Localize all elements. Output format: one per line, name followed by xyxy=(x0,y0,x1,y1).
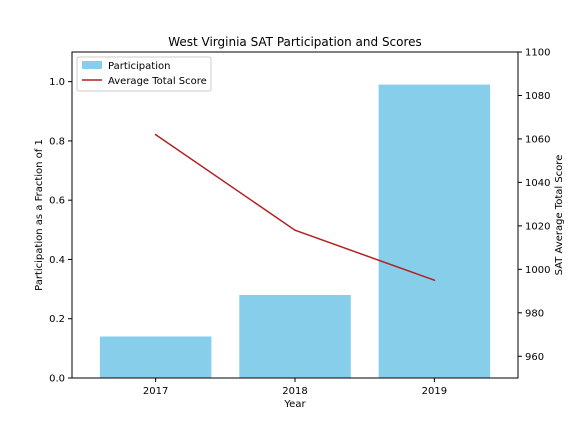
y2-tick-label-1080: 1080 xyxy=(525,91,550,102)
y2-tick-label-1100: 1100 xyxy=(525,48,550,59)
y-axis-right: 960 980 1000 1020 1040 1060 1080 1100 xyxy=(518,48,550,363)
legend-label-score: Average Total Score xyxy=(108,76,207,87)
bars-layer xyxy=(99,84,491,378)
legend-frame xyxy=(76,56,212,92)
y-tick-label-0.4: 0.4 xyxy=(49,255,65,266)
x-tick-label-2018: 2018 xyxy=(282,386,307,397)
y2-tick-label-1060: 1060 xyxy=(525,134,550,145)
y2-tick-label-1000: 1000 xyxy=(525,265,550,276)
line-layer xyxy=(154,133,436,282)
y2-tick-label-960: 960 xyxy=(525,352,544,363)
x-tick-label-2017: 2017 xyxy=(143,386,168,397)
x-axis: 2017 2018 2019 xyxy=(143,378,447,397)
y-tick-label-1.0: 1.0 xyxy=(49,77,65,88)
score-point-2019 xyxy=(433,279,436,282)
y2-tick-label-1040: 1040 xyxy=(525,178,550,189)
y2-tick-label-980: 980 xyxy=(525,308,544,319)
x-axis-label: Year xyxy=(283,399,306,410)
y2-tick-label-1020: 1020 xyxy=(525,221,550,232)
y-axis-label: Participation as a Fraction of 1 xyxy=(34,139,45,291)
x-tick-label-2019: 2019 xyxy=(422,386,447,397)
bar-2019 xyxy=(378,84,491,378)
y-tick-label-0.6: 0.6 xyxy=(49,196,65,207)
y-tick-label-0.0: 0.0 xyxy=(49,374,65,385)
y-axis-left: 0.0 0.2 0.4 0.6 0.8 1.0 xyxy=(49,77,72,385)
y-tick-label-0.8: 0.8 xyxy=(49,136,65,147)
y-tick-label-0.2: 0.2 xyxy=(49,314,65,325)
score-point-2018 xyxy=(294,229,296,231)
bar-2018 xyxy=(239,295,351,378)
y2-axis-label: SAT Average Total Score xyxy=(554,155,565,276)
legend: Participation Average Total Score xyxy=(76,56,212,92)
legend-swatch-participation xyxy=(82,61,102,69)
legend-label-participation: Participation xyxy=(108,61,170,72)
bar-2017 xyxy=(99,336,212,378)
chart-title: West Virginia SAT Participation and Scor… xyxy=(168,35,422,49)
score-point-2017 xyxy=(154,133,157,136)
